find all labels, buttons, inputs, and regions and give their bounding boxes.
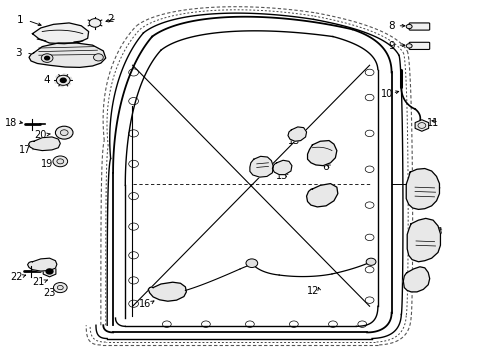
Circle shape (57, 285, 63, 290)
Text: 14: 14 (248, 164, 261, 174)
Text: 5: 5 (435, 227, 441, 237)
Text: 16: 16 (139, 299, 151, 309)
Polygon shape (308, 140, 337, 166)
Circle shape (366, 258, 376, 265)
Polygon shape (407, 219, 441, 262)
Text: 10: 10 (381, 89, 393, 99)
Text: 17: 17 (19, 144, 31, 154)
Polygon shape (63, 77, 72, 80)
Circle shape (57, 159, 64, 164)
Polygon shape (288, 127, 307, 141)
Polygon shape (43, 266, 56, 277)
Text: 13: 13 (275, 171, 288, 181)
Polygon shape (32, 23, 89, 44)
Polygon shape (63, 74, 68, 80)
FancyBboxPatch shape (409, 23, 430, 30)
Polygon shape (56, 75, 63, 80)
Text: 22: 22 (10, 272, 23, 282)
Text: 19: 19 (41, 159, 53, 169)
Polygon shape (59, 80, 63, 87)
Polygon shape (307, 184, 338, 207)
Polygon shape (54, 80, 63, 84)
Polygon shape (403, 267, 430, 292)
Text: 7: 7 (433, 184, 440, 194)
Text: 2: 2 (107, 14, 114, 24)
FancyBboxPatch shape (409, 42, 430, 49)
Circle shape (45, 56, 49, 60)
Polygon shape (250, 156, 273, 177)
Text: 15: 15 (288, 136, 300, 145)
Circle shape (406, 44, 412, 48)
Circle shape (418, 123, 426, 129)
Text: 1: 1 (17, 15, 24, 26)
Polygon shape (27, 258, 57, 271)
Polygon shape (415, 120, 429, 131)
Text: 18: 18 (5, 118, 18, 128)
Polygon shape (63, 80, 71, 86)
Circle shape (94, 54, 103, 61)
Polygon shape (29, 43, 106, 67)
Circle shape (53, 156, 68, 167)
Circle shape (53, 283, 67, 293)
Circle shape (56, 75, 70, 85)
Circle shape (246, 259, 258, 267)
Text: 21: 21 (33, 277, 45, 287)
Circle shape (55, 126, 73, 139)
Text: 6: 6 (322, 162, 329, 172)
Text: 23: 23 (44, 288, 56, 298)
Circle shape (89, 19, 101, 27)
Circle shape (406, 24, 412, 29)
Polygon shape (272, 160, 292, 175)
Text: 11: 11 (427, 118, 439, 128)
Polygon shape (148, 282, 186, 301)
Polygon shape (28, 137, 60, 150)
Polygon shape (406, 168, 440, 210)
Circle shape (46, 269, 53, 274)
Text: 4: 4 (44, 75, 50, 85)
Circle shape (60, 130, 68, 135)
Text: 8: 8 (388, 21, 395, 31)
Text: 12: 12 (307, 286, 319, 296)
Circle shape (60, 78, 66, 82)
Text: 3: 3 (16, 48, 22, 58)
Text: 9: 9 (388, 41, 395, 50)
Circle shape (41, 54, 53, 62)
Text: 20: 20 (35, 130, 47, 140)
